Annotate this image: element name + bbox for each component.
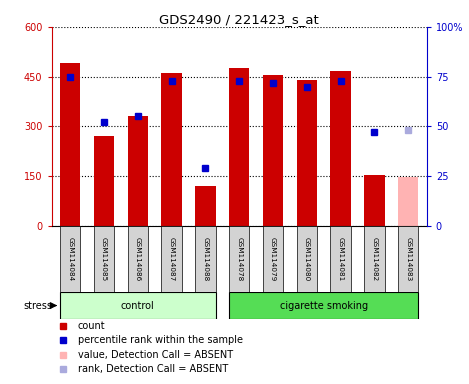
Text: GSM114078: GSM114078	[236, 237, 242, 281]
Bar	[161, 73, 182, 226]
Text: GSM114085: GSM114085	[101, 237, 107, 281]
Bar	[297, 226, 317, 292]
Bar	[161, 226, 182, 292]
Text: percentile rank within the sample: percentile rank within the sample	[78, 335, 243, 345]
Bar	[263, 75, 283, 226]
Text: value, Detection Call = ABSENT: value, Detection Call = ABSENT	[78, 350, 233, 360]
Bar	[297, 80, 317, 226]
Text: stress: stress	[23, 301, 52, 311]
Text: GSM114080: GSM114080	[304, 237, 310, 281]
Title: GDS2490 / 221423_s_at: GDS2490 / 221423_s_at	[159, 13, 319, 26]
Bar	[398, 226, 418, 292]
Text: cigarette smoking: cigarette smoking	[280, 301, 368, 311]
Text: GSM114087: GSM114087	[168, 237, 174, 281]
Bar	[60, 226, 80, 292]
Text: rank, Detection Call = ABSENT: rank, Detection Call = ABSENT	[78, 364, 228, 374]
Bar	[331, 226, 351, 292]
Text: GSM114081: GSM114081	[338, 237, 344, 281]
Bar	[195, 186, 216, 226]
Bar	[229, 292, 418, 319]
Bar	[364, 174, 385, 226]
Text: GSM114082: GSM114082	[371, 237, 378, 281]
Text: GSM114083: GSM114083	[405, 237, 411, 281]
Text: control: control	[121, 301, 155, 311]
Text: GSM114084: GSM114084	[67, 237, 73, 281]
Bar	[60, 63, 80, 226]
Bar	[94, 136, 114, 226]
Text: GSM114079: GSM114079	[270, 237, 276, 281]
Text: count: count	[78, 321, 106, 331]
Bar	[263, 226, 283, 292]
Bar	[364, 226, 385, 292]
Bar	[229, 68, 250, 226]
Text: GSM114088: GSM114088	[203, 237, 208, 281]
Bar	[331, 71, 351, 226]
Text: GSM114086: GSM114086	[135, 237, 141, 281]
Bar	[60, 292, 216, 319]
Bar	[398, 177, 418, 226]
Bar	[128, 116, 148, 226]
Bar	[94, 226, 114, 292]
Bar	[229, 226, 250, 292]
Bar	[195, 226, 216, 292]
Bar	[128, 226, 148, 292]
